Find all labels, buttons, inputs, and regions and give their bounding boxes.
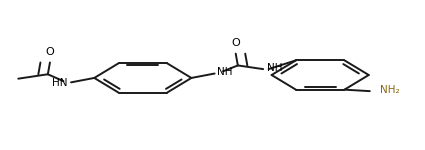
Text: O: O bbox=[231, 38, 240, 48]
Text: O: O bbox=[45, 47, 54, 57]
Text: HN: HN bbox=[52, 78, 68, 88]
Text: NH: NH bbox=[267, 63, 283, 73]
Text: NH: NH bbox=[217, 67, 232, 77]
Text: NH₂: NH₂ bbox=[380, 85, 400, 95]
